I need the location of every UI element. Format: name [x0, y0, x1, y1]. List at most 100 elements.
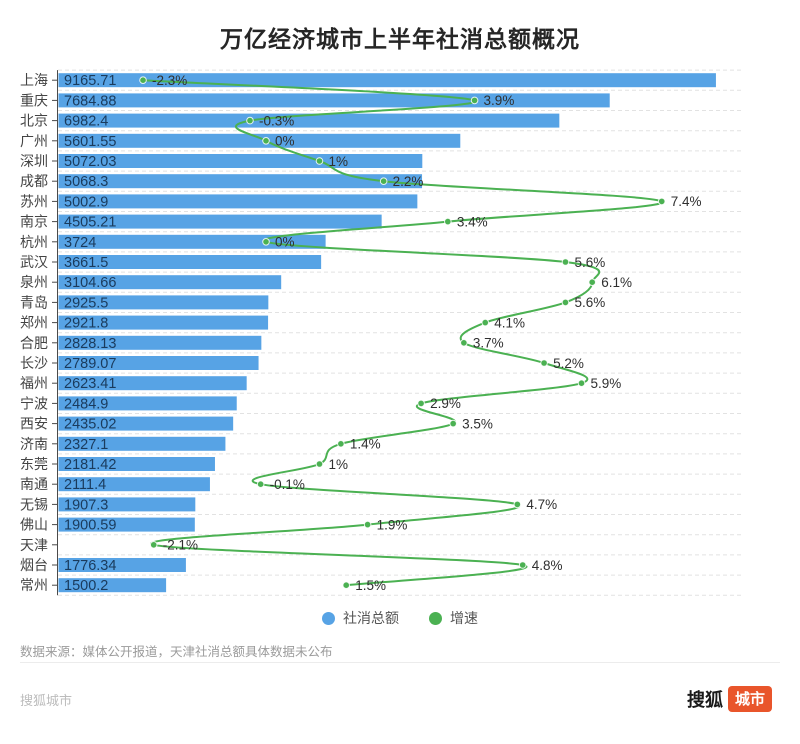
- legend-label-consumption: 社消总额: [343, 610, 399, 626]
- watermark-text: 搜狐城市: [20, 693, 73, 708]
- bars-series: [58, 73, 716, 593]
- growth-value-label: 3.7%: [473, 336, 504, 351]
- city-label: 苏州: [20, 193, 48, 209]
- bar-value-label: 2828.13: [64, 336, 116, 352]
- growth-point-icon: [256, 480, 265, 489]
- growth-value-label: 3.4%: [457, 214, 488, 229]
- growth-value-label: 3.5%: [462, 416, 493, 431]
- bar-value-label: 2623.41: [64, 376, 116, 392]
- gridlines: [58, 69, 743, 596]
- growth-value-label: 2.2%: [393, 174, 424, 189]
- growth-point-icon: [444, 217, 452, 226]
- legend-item-growth[interactable]: 增速: [429, 608, 478, 628]
- growth-value-label: 1%: [328, 154, 348, 169]
- city-label: 青岛: [20, 294, 48, 310]
- legend-dot-consumption-icon: [322, 611, 335, 625]
- bar: [58, 194, 418, 209]
- growth-value-label: 6.1%: [601, 275, 632, 290]
- growth-labels: -2.3% 3.9% -0.3% 0% 1% 2.2% 7.4% 3.4% 0% 5.6% 6.1%…: [152, 73, 701, 593]
- legend-item-consumption[interactable]: 社消总额: [322, 608, 399, 628]
- logo-badge-city: 城市: [727, 686, 772, 712]
- city-label: 泉州: [20, 274, 48, 290]
- growth-point-icon: [342, 581, 351, 590]
- city-label: 天津: [20, 537, 48, 553]
- legend-label-growth: 增速: [450, 610, 478, 626]
- city-label: 济南: [20, 436, 48, 452]
- bar-value-label: 5068.3: [64, 174, 108, 190]
- logo-text-sohu: 搜狐: [686, 690, 723, 710]
- growth-point-icon: [561, 298, 570, 307]
- bar: [58, 214, 382, 229]
- category-axis: [52, 70, 58, 596]
- bar-value-label: 2921.8: [64, 316, 108, 332]
- legend-dot-growth-icon: [429, 611, 442, 625]
- bar: [58, 477, 210, 492]
- bar-value-label: 2484.9: [64, 396, 108, 412]
- growth-point-icon: [315, 460, 324, 468]
- city-label: 东莞: [20, 456, 48, 472]
- city-label: 北京: [20, 113, 48, 129]
- growth-point-icon: [657, 197, 666, 206]
- sohu-city-logo: 搜狐 城市: [687, 686, 772, 712]
- bar-value-label: 3661.5: [64, 255, 108, 271]
- city-label: 杭州: [20, 234, 48, 250]
- growth-point-icon: [315, 157, 324, 165]
- bar: [58, 436, 226, 451]
- city-label: 武汉: [20, 254, 48, 270]
- growth-point-icon: [246, 116, 254, 125]
- growth-markers: [139, 76, 666, 590]
- city-label: 烟台: [20, 557, 48, 573]
- city-label: 无锡: [20, 496, 48, 512]
- city-label: 郑州: [20, 315, 48, 331]
- city-label: 成都: [20, 173, 48, 189]
- bar-value-label: 1500.2: [64, 578, 108, 594]
- growth-value-label: 1.4%: [350, 437, 381, 452]
- bar-value-label: 3724: [64, 235, 96, 251]
- bar: [58, 93, 610, 108]
- bar: [58, 295, 269, 310]
- footer-divider: [20, 662, 780, 663]
- bar-value-label: 1900.59: [64, 518, 116, 534]
- bar: [58, 133, 461, 148]
- bar-value-label: 5601.55: [64, 134, 116, 150]
- growth-value-label: -2.3%: [152, 73, 187, 88]
- bar: [58, 234, 326, 249]
- growth-point-icon: [449, 419, 457, 428]
- city-label: 重庆: [20, 92, 48, 108]
- growth-value-label: 3.9%: [484, 93, 515, 108]
- bar: [58, 578, 167, 593]
- city-label: 南通: [20, 476, 48, 492]
- growth-point-icon: [363, 520, 372, 529]
- growth-point-icon: [262, 238, 270, 246]
- growth-point-icon: [518, 561, 527, 569]
- growth-value-label: 0%: [275, 134, 295, 149]
- source-note: 数据来源：媒体公开报道，天津社消总额具体数据未公布: [20, 645, 333, 659]
- city-label: 南京: [20, 214, 48, 230]
- growth-value-label: 4.8%: [532, 558, 563, 573]
- growth-point-icon: [470, 96, 479, 105]
- growth-point-icon: [577, 379, 586, 388]
- bar-value-label: 9165.71: [64, 73, 116, 89]
- city-label: 宁波: [20, 395, 48, 411]
- bar: [58, 416, 234, 431]
- bar: [58, 396, 237, 411]
- growth-value-label: 5.2%: [553, 356, 584, 371]
- growth-point-icon: [139, 76, 147, 84]
- bar-value-label: 2111.4: [64, 477, 106, 493]
- growth-point-icon: [149, 541, 158, 549]
- bar-value-label: 5002.9: [64, 194, 108, 210]
- growth-value-label: 1.9%: [377, 517, 408, 532]
- chart-title: 万亿经济城市上半年社消总额概况: [220, 26, 580, 52]
- bar: [58, 154, 423, 168]
- bar-value-label: 1776.34: [64, 558, 116, 574]
- bar-value-label: 2925.5: [64, 295, 108, 311]
- city-label: 常州: [20, 577, 48, 593]
- bar: [58, 376, 247, 391]
- bar: [58, 315, 269, 330]
- city-label: 佛山: [20, 517, 48, 533]
- growth-value-label: 1%: [328, 457, 348, 472]
- city-label: 上海: [20, 72, 48, 88]
- bar-value-label: 2789.07: [64, 356, 116, 372]
